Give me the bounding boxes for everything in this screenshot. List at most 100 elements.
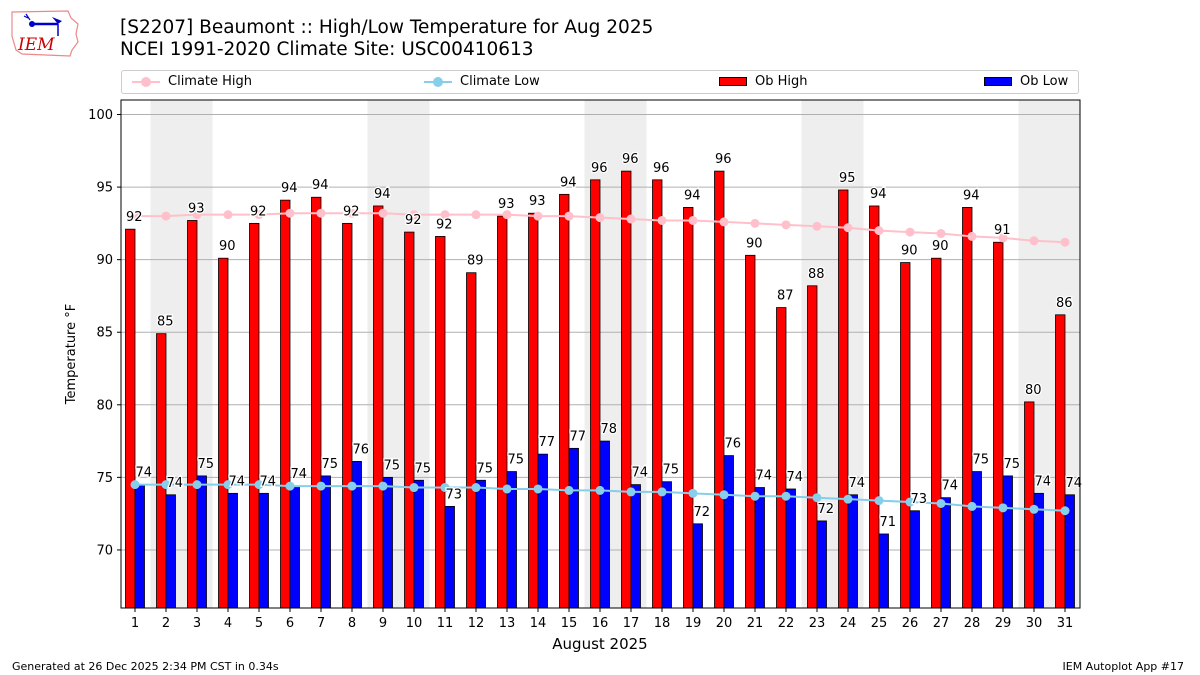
ob-high-data-label: 96 — [591, 161, 608, 176]
ob-low-bar — [475, 479, 486, 609]
ob-low-data-label: 75 — [972, 453, 989, 468]
ob-low-data-label: 74 — [848, 476, 865, 491]
ob-low-bar — [413, 479, 424, 609]
x-tick-label: 17 — [623, 616, 640, 631]
svg-text:IEM: IEM — [17, 35, 55, 55]
x-axis-label: August 2025 — [552, 635, 647, 653]
ob-high-data-label: 92 — [126, 210, 143, 225]
climate-low-point — [998, 503, 1008, 513]
ob-low-bar — [723, 455, 734, 609]
ob-high-bar — [218, 257, 229, 609]
ob-high-data-label: 93 — [529, 194, 546, 209]
ob-high-bar — [683, 207, 694, 609]
chart-title-line2: NCEI 1991-2020 Climate Site: USC00410613 — [120, 39, 534, 60]
climate-high-point — [564, 211, 574, 221]
ob-low-data-label: 74 — [166, 476, 183, 491]
ob-low-data-label: 74 — [1034, 474, 1051, 489]
ob-low-data-label: 75 — [321, 457, 338, 472]
ob-low-data-label: 75 — [197, 457, 214, 472]
x-tick-label: 28 — [964, 616, 981, 631]
ob-high-bar — [404, 231, 415, 609]
climate-high-point — [905, 227, 915, 237]
climate-low-point — [936, 498, 946, 508]
x-tick-label: 7 — [317, 616, 325, 631]
ob-high-data-label: 94 — [281, 181, 298, 196]
x-tick-label: 19 — [685, 616, 702, 631]
climate-high-point — [812, 221, 822, 231]
iem-logo: IEM — [8, 6, 82, 58]
x-tick-label: 14 — [530, 616, 547, 631]
ob-low-data-label: 74 — [135, 466, 152, 481]
x-tick-label: 24 — [840, 616, 857, 631]
ob-high-bar — [714, 170, 725, 609]
legend-marker-climate-high — [132, 76, 160, 88]
climate-high-point — [316, 208, 326, 218]
legend-item-climate-high: Climate High — [132, 74, 252, 89]
ob-low-data-label: 76 — [352, 442, 369, 457]
ob-high-bar — [838, 189, 849, 609]
ob-low-data-label: 75 — [1003, 457, 1020, 472]
climate-high-point — [843, 223, 853, 233]
climate-high-point — [874, 226, 884, 236]
legend-item-ob-high: Ob High — [719, 74, 808, 89]
climate-low-point — [161, 480, 171, 490]
y-tick-label: 75 — [96, 471, 113, 486]
ob-low-data-label: 75 — [476, 461, 493, 476]
climate-low-point — [812, 493, 822, 503]
ob-low-data-label: 73 — [445, 487, 462, 502]
ob-high-data-label: 91 — [994, 223, 1011, 238]
ob-high-bar — [900, 262, 911, 609]
climate-low-point — [688, 488, 698, 498]
legend-swatch-ob-low — [984, 77, 1012, 86]
ob-high-bar — [373, 205, 384, 609]
ob-high-bar — [962, 207, 973, 609]
climate-low-point — [564, 485, 574, 495]
ob-low-bar — [940, 497, 951, 609]
ob-high-bar — [621, 170, 632, 609]
climate-low-point — [471, 483, 481, 493]
x-tick-label: 13 — [499, 616, 516, 631]
ob-low-bar — [289, 485, 300, 609]
climate-low-point — [905, 497, 915, 507]
ob-low-bar — [816, 520, 827, 609]
x-tick-label: 9 — [379, 616, 387, 631]
climate-high-point — [595, 213, 605, 223]
climate-low-point — [626, 487, 636, 497]
y-tick-label: 100 — [88, 108, 113, 123]
x-tick-label: 29 — [995, 616, 1012, 631]
climate-low-point — [409, 483, 419, 493]
ob-low-bar — [692, 523, 703, 609]
climate-low-point — [750, 491, 760, 501]
climate-low-point — [874, 496, 884, 506]
y-tick-label: 85 — [96, 326, 113, 341]
climate-high-point — [626, 214, 636, 224]
climate-low-point — [967, 501, 977, 511]
ob-low-bar — [847, 494, 858, 609]
ob-low-bar — [599, 440, 610, 609]
climate-high-point — [347, 208, 357, 218]
ob-high-data-label: 85 — [157, 315, 174, 330]
climate-high-point — [1060, 237, 1070, 247]
ob-high-bar — [1024, 401, 1035, 609]
ob-high-bar — [776, 307, 787, 609]
climate-low-point — [781, 491, 791, 501]
ob-high-data-label: 94 — [684, 188, 701, 203]
climate-low-point — [378, 481, 388, 491]
ob-low-bar — [382, 476, 393, 609]
ob-high-bar — [435, 236, 446, 609]
x-tick-label: 12 — [468, 616, 485, 631]
x-tick-label: 21 — [747, 616, 764, 631]
ob-low-data-label: 74 — [786, 470, 803, 485]
ob-low-data-label: 74 — [755, 469, 772, 484]
ob-high-data-label: 88 — [808, 267, 825, 282]
ob-high-data-label: 90 — [219, 239, 236, 254]
x-tick-label: 11 — [437, 616, 454, 631]
climate-low-point — [316, 481, 326, 491]
climate-low-point — [192, 480, 202, 490]
ob-high-data-label: 95 — [839, 171, 856, 186]
climate-high-point — [471, 210, 481, 220]
ob-high-data-label: 94 — [560, 175, 577, 190]
chart-title: [S2207] Beaumont :: High/Low Temperature… — [120, 17, 653, 61]
footer-app: IEM Autoplot App #17 — [1062, 660, 1185, 673]
climate-high-point — [161, 211, 171, 221]
